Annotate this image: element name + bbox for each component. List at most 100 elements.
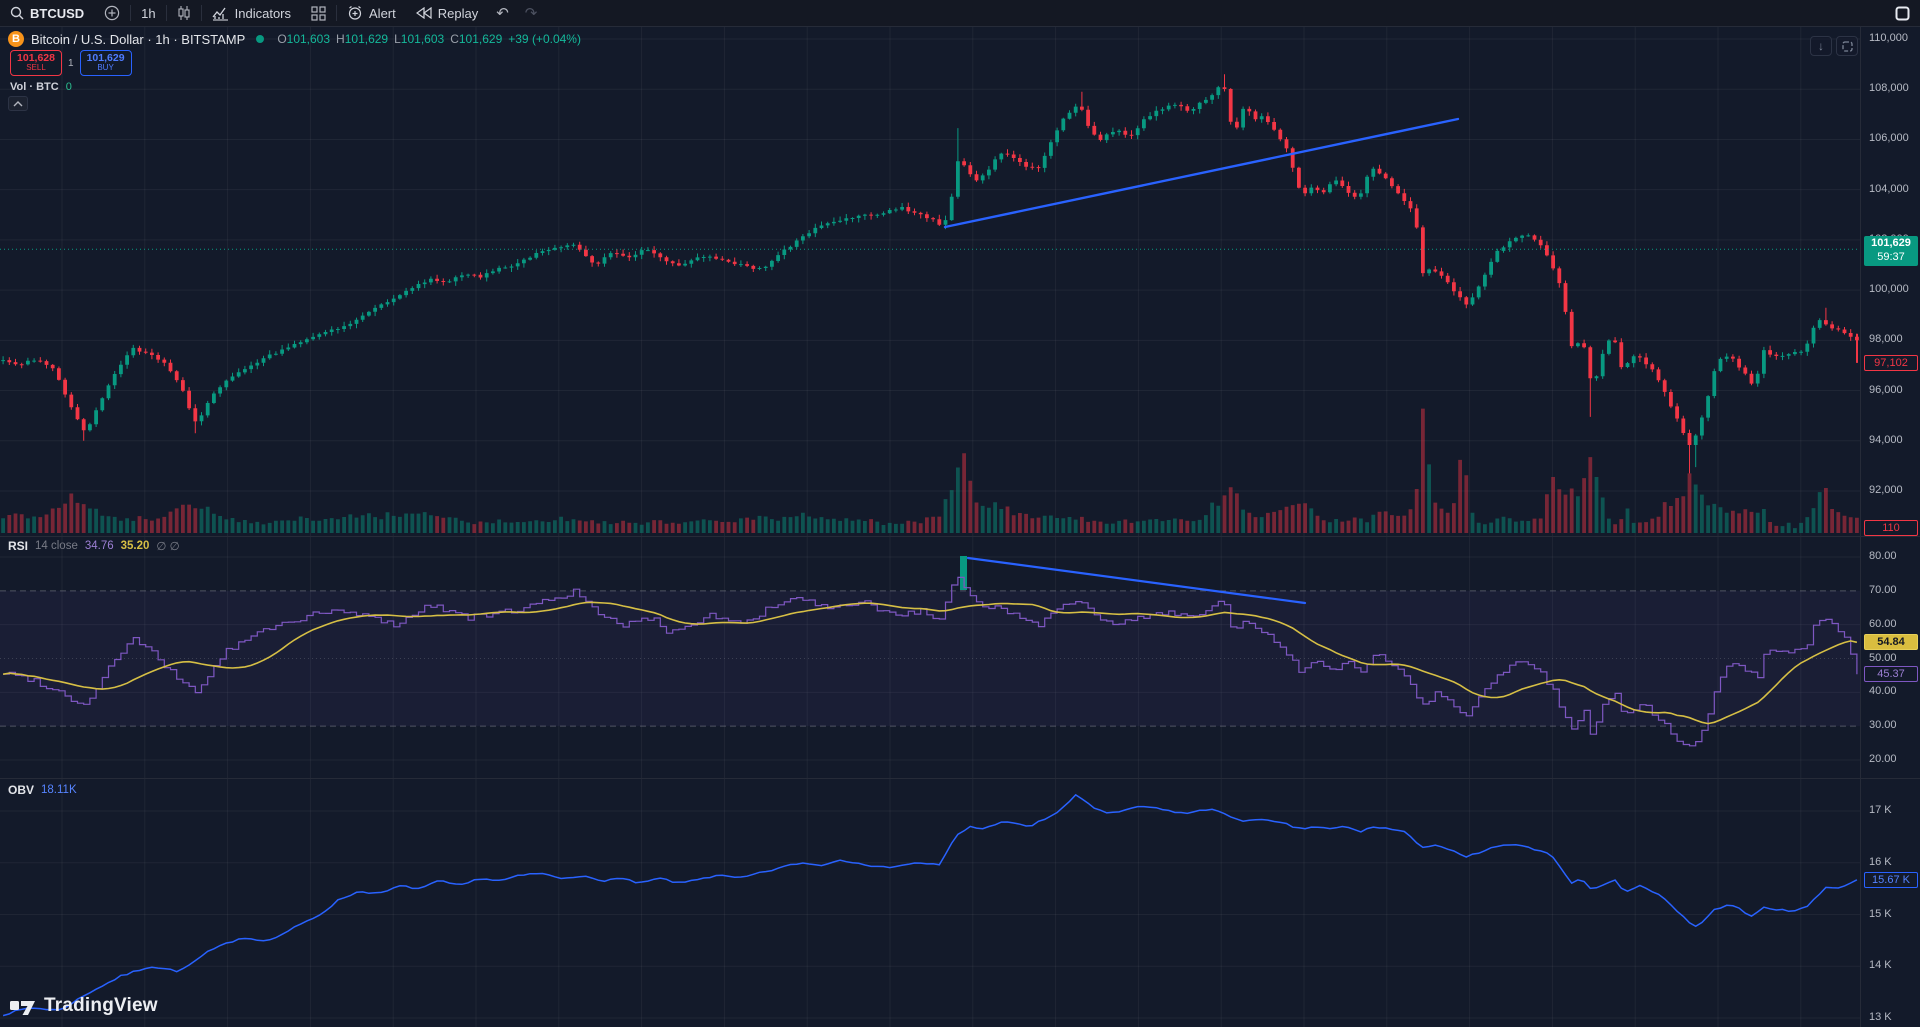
tradingview-logo-icon	[10, 1001, 35, 1015]
collapse-legend-button[interactable]	[8, 96, 28, 111]
buy-price: 101,629	[86, 52, 125, 65]
volume-legend[interactable]: Vol · BTC 0	[10, 81, 72, 93]
rsi-pane-canvas[interactable]	[0, 537, 1860, 778]
volume-value-badge: 110	[1864, 520, 1918, 536]
window-layout-icon[interactable]	[1895, 6, 1910, 21]
axis-tick-label: 100,000	[1869, 283, 1909, 296]
tradingview-logo-text: TradingView	[44, 995, 158, 1016]
change-value: +39 (+0.04%)	[508, 32, 581, 46]
high-label: H	[336, 32, 345, 46]
toolbar-separator	[200, 5, 202, 21]
maximize-icon	[1841, 40, 1853, 52]
arrow-down-icon: ↓	[1818, 39, 1824, 53]
rsi-name: RSI	[8, 539, 29, 553]
low-value: 101,603	[400, 32, 445, 46]
last-price-badge: 101,629 59:37	[1864, 236, 1918, 266]
obv-value: 18.11K	[41, 784, 77, 796]
compare-add-symbol-button[interactable]	[94, 0, 130, 26]
toolbar-separator	[336, 5, 338, 21]
axis-tick-label: 96,000	[1869, 383, 1903, 396]
price-axis[interactable]: 110,000108,000106,000104,000102,000100,0…	[1860, 27, 1920, 1027]
axis-tick-label: 92,000	[1869, 484, 1903, 496]
open-label: O	[277, 32, 287, 46]
close-label: C	[450, 32, 459, 46]
tradingview-logo[interactable]: TradingView	[10, 995, 158, 1017]
axis-tick-label: 40.00	[1869, 685, 1897, 698]
pane-separator[interactable]	[0, 778, 1920, 779]
axis-tick-label: 17 K	[1869, 804, 1892, 816]
toolbar-separator	[165, 5, 167, 21]
axis-tick-label: 15 K	[1869, 907, 1892, 920]
chart-style-button[interactable]	[167, 0, 201, 26]
axis-tick-label: 14 K	[1869, 959, 1892, 972]
axis-tick-label: 80.00	[1869, 550, 1897, 562]
obv-name: OBV	[8, 783, 35, 797]
price-pane-canvas[interactable]	[0, 27, 1860, 536]
symbol-legend[interactable]: B Bitcoin / U.S. Dollar · 1h · BITSTAMP …	[8, 31, 581, 47]
top-toolbar: BTCUSD 1h Indicators Alert Replay ↶	[0, 0, 1920, 27]
rsi-ma-badge: 54.84	[1864, 634, 1918, 651]
plus-circle-icon	[104, 5, 120, 21]
axis-tick-label: 20.00	[1869, 753, 1897, 765]
symbol-search-button[interactable]: BTCUSD	[0, 0, 94, 26]
market-status-dot[interactable]	[256, 35, 265, 43]
indicators-label: Indicators	[234, 5, 292, 21]
sell-button[interactable]: 101,628 SELL	[10, 50, 62, 76]
grid-squares-icon	[311, 5, 326, 21]
obv-value-badge: 15.67 K	[1864, 871, 1918, 888]
timeframe-button[interactable]: 1h	[131, 0, 165, 26]
alarm-clock-icon	[348, 6, 362, 20]
maximize-pane-button[interactable]	[1836, 36, 1858, 56]
axis-tick-label: 108,000	[1869, 82, 1909, 95]
volume-value: 0	[65, 81, 72, 93]
rsi-empty-icons: ∅ ∅	[156, 541, 180, 553]
close-value: 101,629	[458, 32, 503, 46]
rsi-ma-value: 35.20	[120, 540, 150, 552]
toolbar-separator	[130, 5, 132, 21]
axis-tick-label: 13 K	[1869, 1011, 1892, 1023]
indicator-templates-button[interactable]	[301, 0, 336, 26]
axis-tick-label: 16 K	[1869, 855, 1892, 868]
replay-rewind-icon	[415, 7, 432, 19]
axis-tick-label: 98,000	[1869, 333, 1903, 346]
axis-tick-label: 70.00	[1869, 583, 1897, 596]
sell-price: 101,628	[17, 52, 55, 65]
low-label: L	[394, 32, 401, 46]
rsi-legend[interactable]: RSI 14 close 34.76 35.20 ∅ ∅	[8, 539, 180, 553]
axis-tick-label: 94,000	[1869, 433, 1903, 446]
search-icon	[10, 6, 24, 20]
open-value: 101,603	[286, 32, 331, 46]
pane-separator[interactable]	[0, 536, 1920, 537]
sell-label: SELL	[26, 63, 46, 73]
chevron-up-icon	[13, 100, 23, 106]
axis-tick-label: 50.00	[1869, 651, 1897, 664]
obv-legend[interactable]: OBV 18.11K	[8, 783, 77, 797]
axis-tick-label: 106,000	[1869, 132, 1909, 145]
current-price-badge: 97,102	[1864, 354, 1918, 371]
symbol-name: BTCUSD	[30, 5, 85, 21]
ohlc-values: O101,603 H101,629 L101,603 C101,629 +39 …	[277, 32, 581, 46]
timeframe-label: 1h	[141, 5, 156, 21]
buy-button[interactable]: 101,629 BUY	[79, 50, 132, 76]
symbol-title: Bitcoin / U.S. Dollar · 1h · BITSTAMP	[31, 31, 246, 47]
buy-label: BUY	[97, 63, 114, 73]
axis-tick-label: 60.00	[1869, 617, 1897, 630]
alert-label: Alert	[369, 5, 396, 21]
undo-button[interactable]: ↶	[496, 5, 509, 22]
rsi-value-badge: 45.37	[1864, 666, 1918, 683]
replay-button[interactable]: Replay	[406, 0, 488, 26]
alert-button[interactable]: Alert	[337, 0, 406, 26]
volume-title: Vol · BTC	[10, 81, 59, 93]
rsi-params: 14 close	[35, 540, 78, 552]
indicators-icon	[212, 7, 228, 21]
bitcoin-icon: B	[8, 31, 24, 47]
obv-pane-canvas[interactable]	[0, 779, 1860, 1027]
spread-value: 1	[68, 57, 74, 69]
scroll-to-recent-button[interactable]: ↓	[1810, 36, 1832, 56]
redo-button[interactable]: ↷	[524, 5, 538, 22]
indicators-button[interactable]: Indicators	[202, 0, 301, 26]
candlestick-icon	[178, 6, 190, 20]
axis-tick-label: 30.00	[1869, 719, 1897, 732]
high-value: 101,629	[344, 32, 389, 46]
